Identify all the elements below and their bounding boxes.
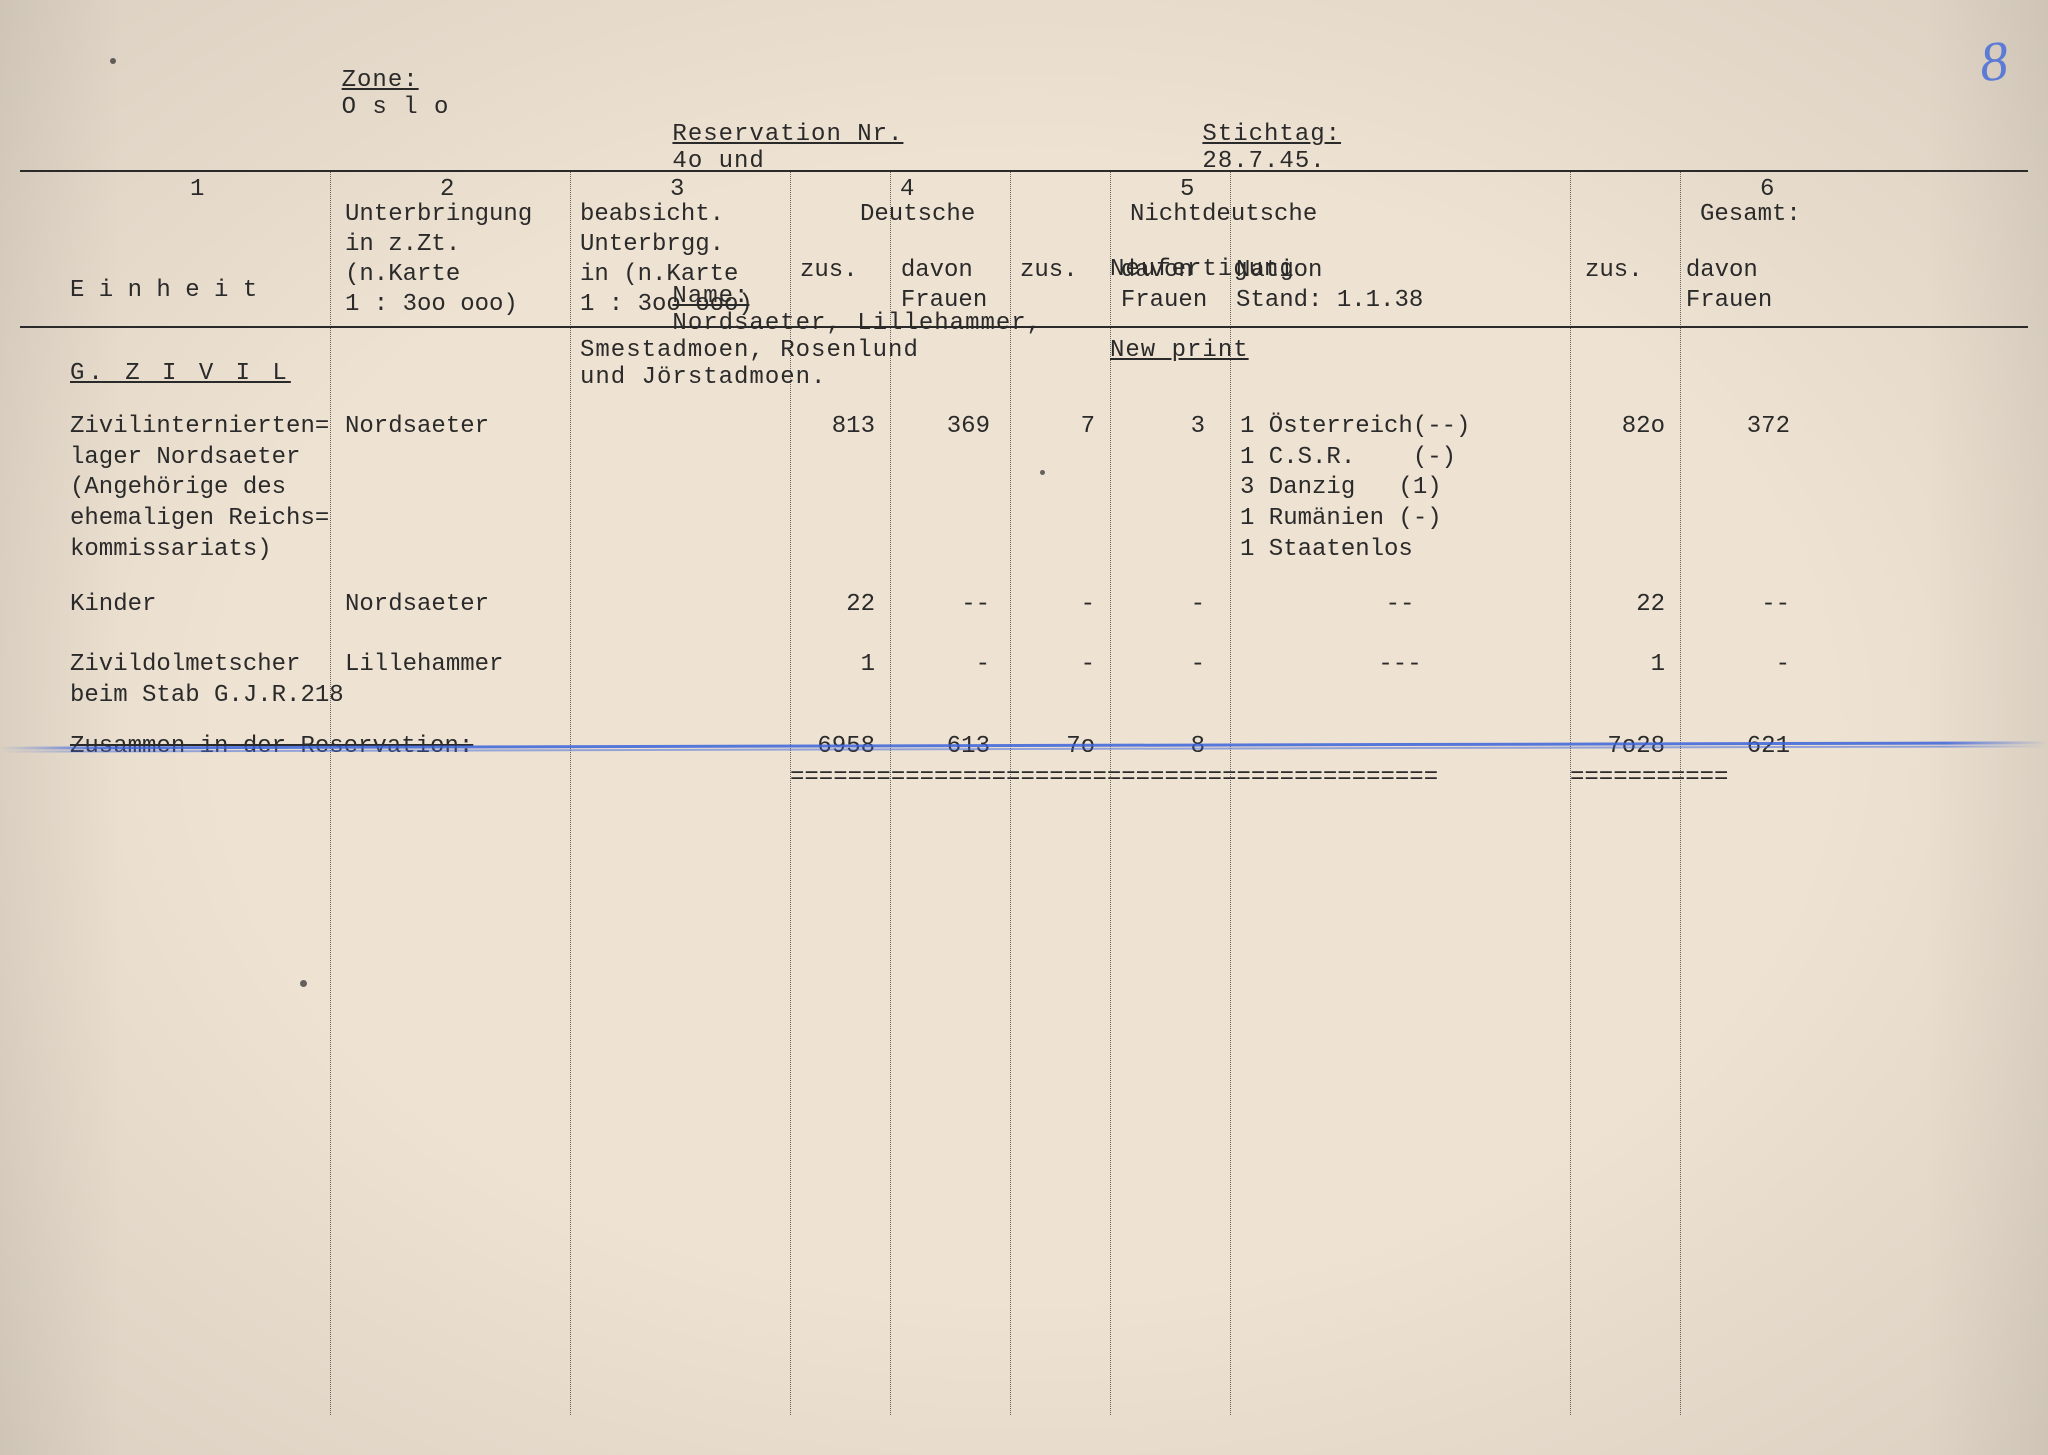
col-rule	[1230, 170, 1231, 1415]
top-rule	[20, 170, 2028, 172]
einheit: Zivildolmetscher beim Stab G.J.R.218	[70, 650, 325, 711]
new-print: New print	[1110, 337, 1450, 364]
colnum-5: 5	[1180, 176, 1195, 203]
colhead-4-sub: zus. davon Frauen	[800, 256, 987, 316]
col-rule	[790, 170, 791, 1415]
colnum-2: 2	[440, 176, 455, 203]
deutsche-zus: 1	[790, 650, 885, 681]
totals-underline-right: ===========	[1570, 764, 1728, 791]
colnum-1: 1	[190, 176, 205, 203]
location: Lillehammer	[345, 650, 565, 681]
nation: 1 Österreich(--) 1 C.S.R. (-) 3 Danzig (…	[1240, 412, 1560, 566]
name-lines: Nordsaeter, Lillehammer, Smestadmoen, Ro…	[580, 310, 1042, 391]
col-rule	[330, 170, 331, 1415]
gesamt-zus: 82o	[1570, 412, 1675, 443]
col-rule	[1570, 170, 1571, 1415]
deutsche-zus: 813	[790, 412, 885, 443]
mid-rule	[20, 326, 2028, 328]
colhead-3: beabsicht. Unterbrgg. in (n.Karte 1 : 3o…	[580, 200, 753, 320]
ink-speck	[110, 58, 116, 64]
gesamt-frauen: 372	[1680, 412, 1820, 443]
col-rule	[890, 170, 891, 1415]
col-rule	[570, 170, 571, 1415]
gesamt-frauen: -	[1680, 650, 1820, 681]
colnum-6: 6	[1760, 176, 1775, 203]
location: Nordsaeter	[345, 412, 565, 443]
stichtag-label: Stichtag:	[1202, 121, 1341, 148]
reservation-label: Reservation Nr.	[672, 121, 903, 148]
col-rule	[1680, 170, 1681, 1415]
nicht-zus: -	[1010, 650, 1105, 681]
gesamt-frauen: --	[1680, 590, 1820, 621]
colhead-einheit: E i n h e i t	[70, 276, 257, 306]
nicht-zus: -	[1010, 590, 1105, 621]
nicht-frauen: 3	[1110, 412, 1225, 443]
colnum-3: 3	[670, 176, 685, 203]
nicht-frauen: -	[1110, 650, 1225, 681]
ink-speck	[300, 980, 307, 987]
gesamt-zus: 22	[1570, 590, 1675, 621]
nation: ---	[1240, 650, 1560, 681]
ink-speck	[1040, 470, 1045, 475]
gesamt-zus: 1	[1570, 650, 1675, 681]
col-rule	[1010, 170, 1011, 1415]
nicht-zus: 7	[1010, 412, 1105, 443]
colhead-6-sub: zus. davon Frauen	[1585, 256, 1772, 316]
einheit: Kinder	[70, 590, 325, 621]
colnum-4: 4	[900, 176, 915, 203]
totals-underline: ========================================…	[790, 764, 1438, 791]
zone-label: Zone:	[342, 67, 419, 94]
deutsche-zus: 22	[790, 590, 885, 621]
zone-value: O s l o	[342, 94, 450, 121]
colhead-5-top: Nichtdeutsche	[1130, 200, 1317, 230]
colhead-5-sub: zus. davon Nation Frauen Stand: 1.1.38	[1020, 256, 1423, 316]
nation: --	[1240, 590, 1560, 621]
colhead-2: Unterbringung in z.Zt. (n.Karte 1 : 3oo …	[345, 200, 532, 320]
colhead-6-top: Gesamt:	[1700, 200, 1801, 230]
nicht-frauen: -	[1110, 590, 1225, 621]
section-title: G. Z I V I L	[70, 360, 291, 387]
location: Nordsaeter	[345, 590, 565, 621]
einheit: Zivilinternierten= lager Nordsaeter (Ang…	[70, 412, 325, 566]
col-rule	[1110, 170, 1111, 1415]
deutsche-frauen: --	[890, 590, 1005, 621]
colhead-4-top: Deutsche	[860, 200, 975, 230]
deutsche-frauen: 369	[890, 412, 1005, 443]
deutsche-frauen: -	[890, 650, 1005, 681]
